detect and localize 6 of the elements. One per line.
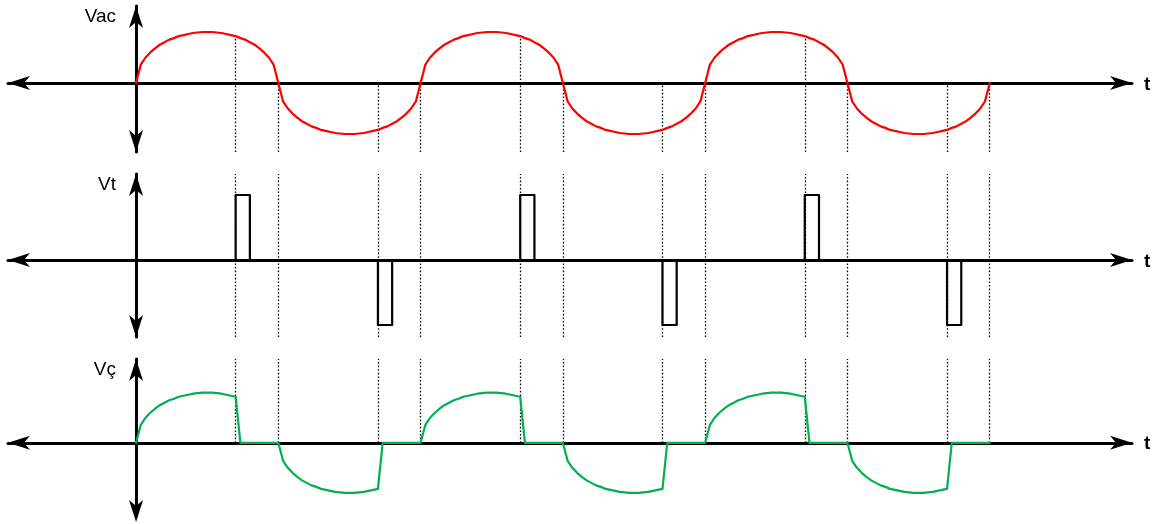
x-axis-title: t <box>1144 432 1151 454</box>
y-axis-title: Vac <box>84 4 117 26</box>
x-axis-title: t <box>1144 72 1151 94</box>
x-axis-title: t <box>1144 249 1151 271</box>
y-axis-title: Vç <box>93 357 117 379</box>
y-axis-title: Vt <box>98 172 117 194</box>
